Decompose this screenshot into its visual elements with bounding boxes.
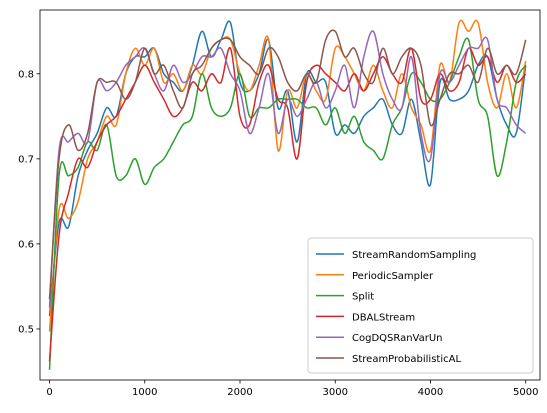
legend-entries: StreamRandomSampling PeriodicSampler Split… — [316, 250, 476, 365]
legend-label-3: DBALStream — [352, 312, 415, 323]
series-line-2 — [48, 37, 527, 370]
axes-frame — [39, 9, 541, 381]
x-tick-label: 5000 — [513, 387, 538, 398]
legend-box — [307, 237, 534, 374]
legend-label-4: CogDQSRanVarUn — [352, 333, 443, 344]
y-tick-label: 0.6 — [18, 239, 34, 250]
legend-label-2: Split — [352, 292, 374, 303]
x-tick-label: 1000 — [132, 387, 157, 398]
x-tick-label: 4000 — [418, 387, 443, 398]
x-tick-label: 3000 — [323, 387, 348, 398]
legend-label-1: PeriodicSampler — [352, 271, 434, 282]
y-tick-label: 0.8 — [18, 69, 34, 80]
x-tick-label: 0 — [46, 387, 52, 398]
x-tick-label: 2000 — [227, 387, 252, 398]
series-line-5 — [48, 29, 527, 300]
legend-label-5: StreamProbabilisticAL — [352, 354, 461, 365]
y-axis: 0.5 0.6 0.7 0.8 — [18, 69, 40, 335]
y-tick-label: 0.5 — [18, 324, 34, 335]
legend-label-0: StreamRandomSampling — [352, 250, 476, 261]
legend: StreamRandomSampling PeriodicSampler Split… — [307, 237, 534, 374]
x-axis: 0 1000 2000 3000 4000 5000 — [46, 380, 538, 398]
y-tick-label: 0.7 — [18, 154, 34, 165]
series-line-4 — [48, 30, 527, 308]
series-layer — [48, 19, 527, 370]
